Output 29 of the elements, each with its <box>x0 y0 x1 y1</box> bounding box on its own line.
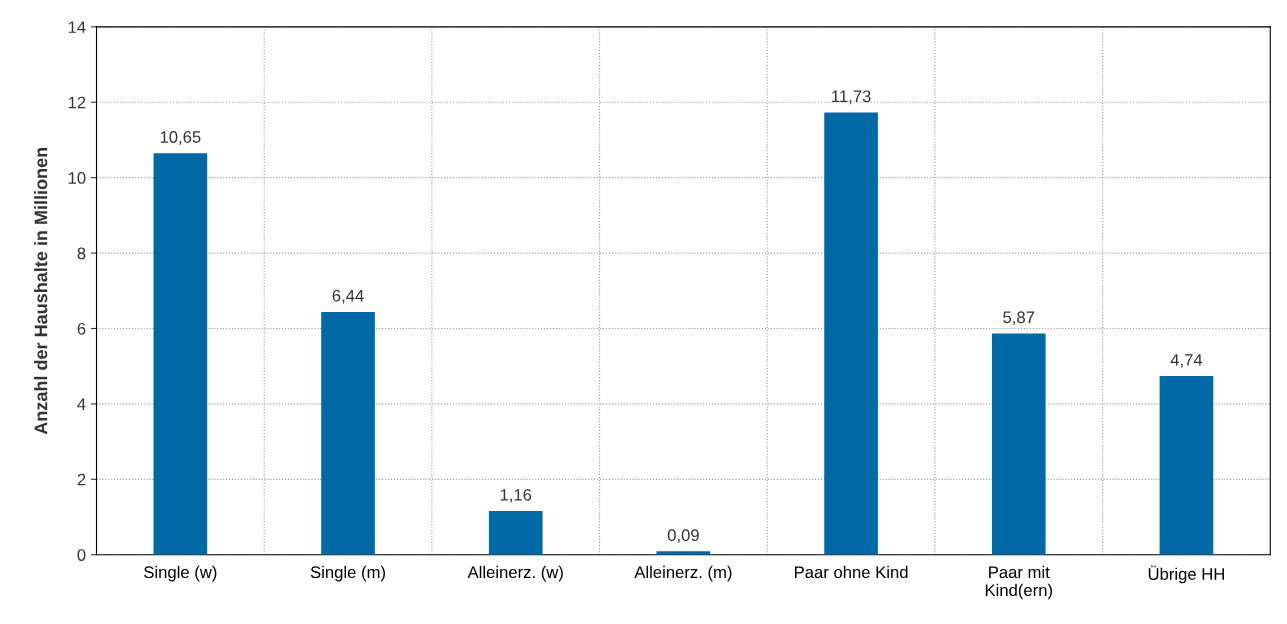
x-tick-label: Alleinerz. (m) <box>634 565 732 582</box>
data-label: 11,73 <box>832 90 871 105</box>
x-tick-label: Paar mit Kind(ern) <box>985 565 1052 600</box>
data-label: 6,44 <box>332 289 364 304</box>
bar <box>488 511 543 555</box>
x-tick-label: Übrige HH <box>1148 565 1224 584</box>
data-label: 10,65 <box>160 131 201 145</box>
bar <box>153 153 208 555</box>
y-tick-label: 8 <box>77 247 86 260</box>
data-label: 4,74 <box>1170 354 1203 368</box>
x-tick-label: Single (m) <box>310 565 385 582</box>
x-tick-label: Alleinerz. (w) <box>467 565 563 582</box>
x-tick-label: Single (w) <box>144 565 217 582</box>
y-tick-label: 14 <box>68 21 86 33</box>
y-axis-title: Anzahl der Haushalte in Millionen <box>34 147 48 435</box>
x-tick-label: Paar ohne Kind <box>795 565 908 579</box>
y-tick-label: 2 <box>77 473 86 486</box>
y-tick-label: 12 <box>68 96 86 109</box>
bar <box>824 112 878 555</box>
y-tick-label: 0 <box>77 549 86 561</box>
bar <box>1159 376 1214 555</box>
data-label: 5,87 <box>1003 311 1035 326</box>
y-tick-label: 6 <box>77 322 86 335</box>
bar <box>321 311 375 555</box>
y-tick-label: 10 <box>68 172 86 184</box>
y-tick-label: 4 <box>77 398 86 410</box>
bar <box>991 333 1046 555</box>
data-label: 0,09 <box>667 529 699 544</box>
data-label: 1,16 <box>500 488 532 503</box>
